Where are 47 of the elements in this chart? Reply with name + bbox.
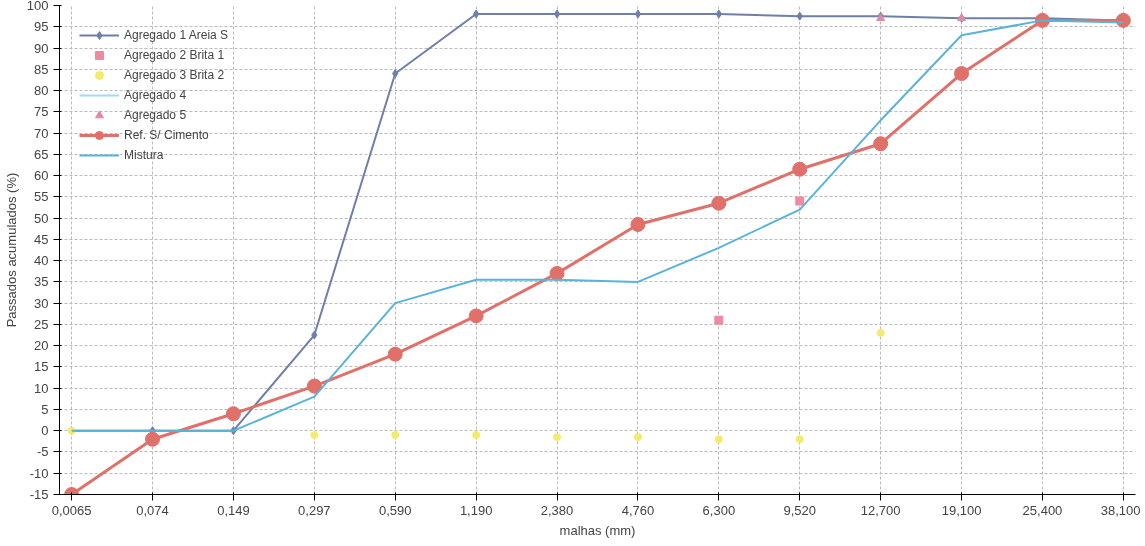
x-tick-label: 25,400 [1022,502,1063,518]
y-tick-label: -5 [36,444,49,460]
x-tick-label: 2,380 [540,502,574,518]
y-tick-label: -10 [29,465,49,481]
y-tick-label: 75 [34,104,49,120]
y-tick-label: 50 [34,210,49,226]
x-tick-label: 1,190 [459,502,493,518]
legend-label: Agregado 3 Brita 2 [124,68,225,82]
x-tick-label: 19,100 [941,502,982,518]
y-tick-label: 30 [34,295,49,311]
x-tick-label: 0,297 [298,502,331,518]
legend-label: Agregado 1 Areia S [124,28,229,42]
legend-label: Ref. S/ Cimento [124,128,209,142]
y-tick-label: 45 [34,231,49,247]
legend-label: Agregado 2 Brita 1 [124,48,225,62]
y-tick-label: 0 [41,423,49,439]
legend-label: Agregado 4 [124,88,187,102]
y-tick-label: 25 [34,316,49,332]
y-tick-label: 15 [34,359,49,375]
x-tick-label: 6,300 [702,502,736,518]
y-tick-label: 60 [34,168,49,184]
y-tick-label: 95 [34,19,49,35]
x-tick-label: 0,149 [217,502,250,518]
x-tick-label: 0,0065 [51,502,92,518]
y-tick-label: 35 [34,274,49,290]
y-tick-label: 40 [34,253,49,269]
y-axis-title: Passados acumulados (%) [3,172,19,328]
y-tick-label: -15 [29,487,49,502]
y-tick-label: 100 [26,0,49,13]
y-tick-label: 85 [34,61,49,77]
y-tick-label: 80 [34,83,49,99]
x-tick-label: 12,700 [860,502,901,518]
x-tick-label: 4,760 [621,502,655,518]
y-tick-label: 65 [34,146,49,162]
x-tick-label: 0,074 [136,502,169,518]
x-tick-label: 38,100 [1100,502,1141,518]
legend-label: Agregado 5 [124,108,187,122]
x-axis-title: malhas (mm) [559,522,636,538]
y-tick-label: 10 [34,380,49,396]
y-tick-label: 70 [34,125,49,141]
y-tick-label: 5 [41,401,49,417]
y-tick-label: 20 [34,338,49,354]
y-tick-label: 90 [34,40,49,56]
y-tick-label: 55 [34,189,49,205]
x-tick-label: 9,520 [783,502,817,518]
legend-label: Mistura [124,148,164,162]
x-tick-label: 0,590 [378,502,412,518]
